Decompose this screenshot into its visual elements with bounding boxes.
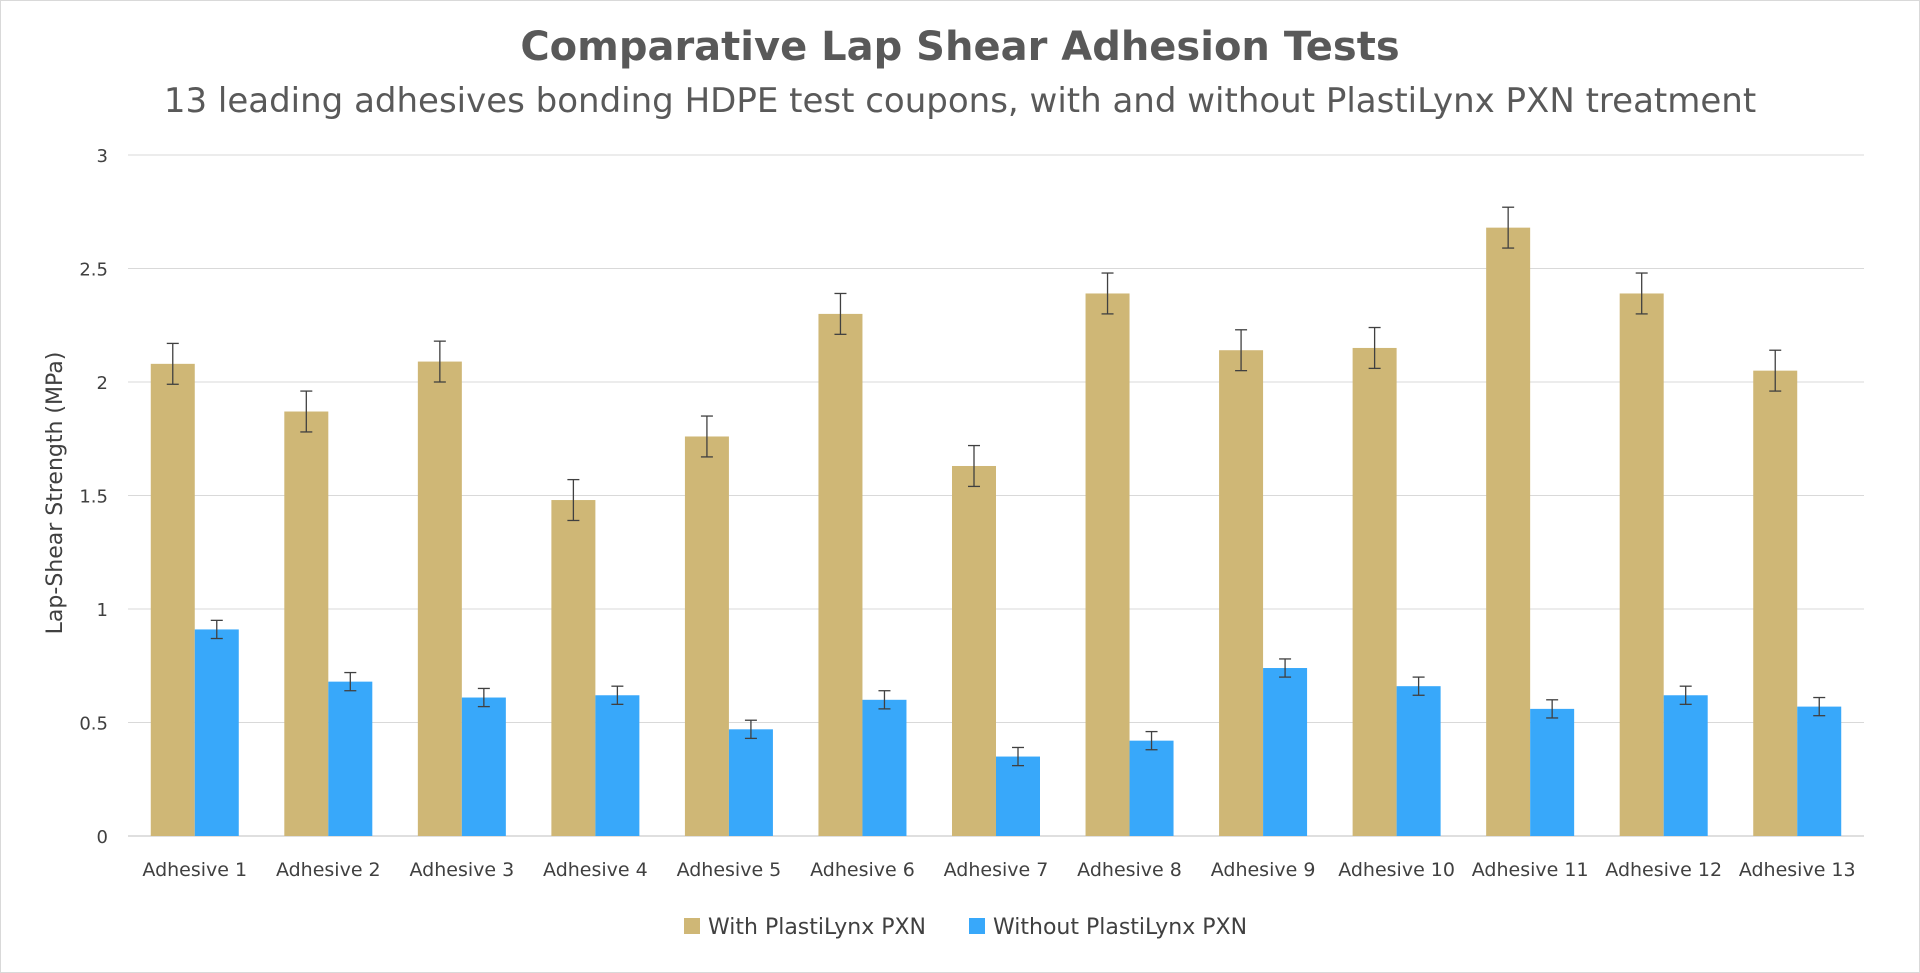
chart-title: Comparative Lap Shear Adhesion Tests [520, 24, 1399, 70]
bar-without-plastilynx [194, 629, 239, 836]
bar-without-plastilynx [862, 699, 907, 836]
x-tick-label: Adhesive 10 [1338, 859, 1455, 881]
bar-without-plastilynx [1263, 668, 1308, 836]
bar-without-plastilynx [328, 681, 373, 836]
bar-without-plastilynx [1129, 740, 1174, 836]
y-tick-labels: 0 0.5 1 1.5 2 2.5 3 [79, 146, 108, 848]
bar-without-plastilynx [595, 695, 640, 836]
bar-with-plastilynx [551, 500, 596, 836]
bar-with-plastilynx [1486, 227, 1531, 836]
x-tick-label: Adhesive 12 [1605, 859, 1722, 881]
bar-without-plastilynx [1530, 708, 1575, 836]
bar-with-plastilynx [684, 436, 729, 836]
x-tick-label: Adhesive 5 [677, 859, 782, 881]
legend-swatch [684, 918, 700, 934]
x-tick-label: Adhesive 7 [944, 859, 1049, 881]
x-tick-label: Adhesive 8 [1077, 859, 1182, 881]
y-tick-label: 0.5 [79, 714, 108, 735]
y-tick-label: 3 [97, 146, 108, 167]
gridlines [128, 154, 1864, 837]
bar-with-plastilynx [1085, 293, 1130, 837]
y-tick-label: 1.5 [79, 487, 108, 508]
x-tick-label: Adhesive 1 [142, 859, 247, 881]
legend: With PlastiLynx PXN Without PlastiLynx PX… [684, 915, 1247, 940]
bar-without-plastilynx [1797, 706, 1842, 836]
x-tick-labels: Adhesive 1 Adhesive 2 Adhesive 3 Adhesive 4… [142, 859, 1855, 881]
y-tick-label: 0 [97, 827, 108, 848]
legend-swatch [969, 918, 985, 934]
bar-with-plastilynx [1219, 350, 1264, 836]
legend-label: Without PlastiLynx PXN [993, 915, 1247, 940]
bar-with-plastilynx [952, 465, 996, 836]
x-tick-label: Adhesive 4 [543, 859, 648, 881]
bar-with-plastilynx [1352, 347, 1397, 836]
bar-without-plastilynx [728, 729, 773, 836]
bar-without-plastilynx [996, 756, 1040, 836]
chart-subtitle: 13 leading adhesives bonding HDPE test c… [164, 81, 1756, 121]
bar-without-plastilynx [461, 697, 506, 836]
x-tick-label: Adhesive 13 [1739, 859, 1856, 881]
y-tick-label: 2.5 [79, 260, 108, 281]
y-axis-label: Lap-Shear Strength (MPa) [43, 352, 68, 635]
x-tick-label: Adhesive 6 [810, 859, 915, 881]
bar-with-plastilynx [1753, 370, 1798, 836]
bar-with-plastilynx [284, 411, 329, 836]
bar-with-plastilynx [818, 313, 863, 836]
y-tick-label: 2 [97, 373, 108, 394]
bars [150, 227, 1842, 837]
legend-label: With PlastiLynx PXN [708, 915, 926, 940]
y-tick-label: 1 [97, 600, 108, 621]
bar-without-plastilynx [1396, 686, 1441, 836]
bar-without-plastilynx [1663, 695, 1708, 836]
bar-with-plastilynx [1619, 293, 1664, 837]
x-tick-label: Adhesive 2 [276, 859, 381, 881]
x-tick-label: Adhesive 9 [1211, 859, 1316, 881]
x-tick-label: Adhesive 3 [409, 859, 514, 881]
bar-with-plastilynx [150, 363, 195, 836]
bar-with-plastilynx [417, 361, 462, 836]
error-bars [166, 206, 1826, 767]
x-tick-label: Adhesive 11 [1472, 859, 1589, 881]
